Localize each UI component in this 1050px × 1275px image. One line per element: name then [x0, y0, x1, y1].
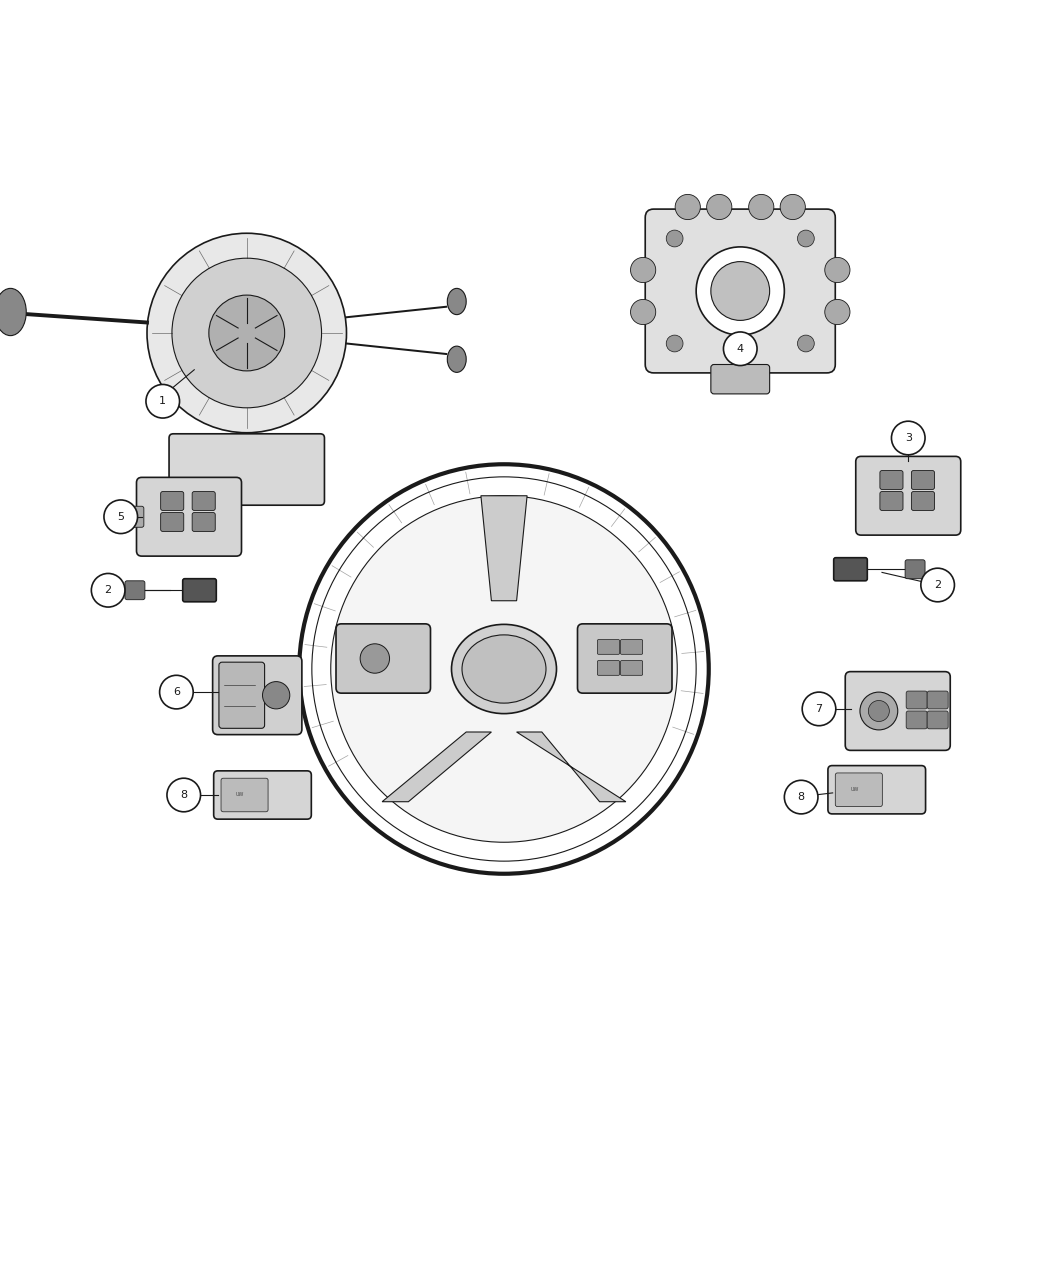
FancyBboxPatch shape — [214, 771, 311, 819]
Circle shape — [262, 682, 290, 709]
FancyBboxPatch shape — [906, 691, 927, 709]
Ellipse shape — [452, 625, 556, 714]
FancyBboxPatch shape — [125, 581, 145, 599]
FancyBboxPatch shape — [856, 456, 961, 536]
Circle shape — [825, 258, 851, 283]
Polygon shape — [517, 732, 626, 802]
Circle shape — [146, 385, 180, 418]
Circle shape — [798, 335, 815, 352]
Circle shape — [868, 700, 889, 722]
Circle shape — [104, 500, 138, 533]
Text: 5: 5 — [118, 511, 124, 521]
Circle shape — [666, 335, 683, 352]
FancyBboxPatch shape — [905, 560, 925, 579]
FancyBboxPatch shape — [827, 765, 926, 813]
FancyBboxPatch shape — [597, 660, 620, 676]
FancyBboxPatch shape — [880, 492, 903, 510]
FancyBboxPatch shape — [621, 640, 643, 654]
FancyBboxPatch shape — [192, 492, 215, 510]
Circle shape — [630, 300, 655, 325]
Circle shape — [360, 644, 390, 673]
Circle shape — [172, 258, 321, 408]
Ellipse shape — [462, 635, 546, 703]
Circle shape — [723, 332, 757, 366]
Circle shape — [209, 295, 285, 371]
Text: UW: UW — [236, 793, 245, 797]
FancyBboxPatch shape — [218, 662, 265, 728]
Circle shape — [331, 496, 677, 843]
Circle shape — [749, 194, 774, 219]
Circle shape — [711, 261, 770, 320]
FancyBboxPatch shape — [911, 470, 934, 490]
FancyBboxPatch shape — [124, 506, 144, 528]
FancyBboxPatch shape — [906, 711, 927, 729]
FancyBboxPatch shape — [212, 655, 302, 734]
FancyBboxPatch shape — [927, 691, 948, 709]
Circle shape — [167, 778, 201, 812]
Text: 3: 3 — [905, 434, 911, 442]
Text: 1: 1 — [160, 397, 166, 407]
FancyBboxPatch shape — [621, 660, 643, 676]
Circle shape — [696, 247, 784, 335]
Circle shape — [891, 421, 925, 455]
Text: 8: 8 — [181, 790, 187, 799]
Circle shape — [666, 230, 683, 247]
FancyBboxPatch shape — [845, 672, 950, 751]
Polygon shape — [382, 732, 491, 802]
Text: 7: 7 — [816, 704, 822, 714]
FancyBboxPatch shape — [169, 434, 324, 505]
FancyBboxPatch shape — [336, 623, 430, 694]
FancyBboxPatch shape — [161, 492, 184, 510]
Text: 6: 6 — [173, 687, 180, 697]
Ellipse shape — [0, 288, 26, 335]
Circle shape — [780, 194, 805, 219]
Circle shape — [630, 258, 655, 283]
Text: 2: 2 — [105, 585, 111, 595]
FancyBboxPatch shape — [183, 579, 216, 602]
FancyBboxPatch shape — [136, 477, 242, 556]
Text: 2: 2 — [934, 580, 941, 590]
Circle shape — [784, 780, 818, 813]
Text: 4: 4 — [737, 344, 743, 353]
Circle shape — [160, 676, 193, 709]
FancyBboxPatch shape — [645, 209, 835, 372]
FancyBboxPatch shape — [834, 557, 867, 581]
Text: UW: UW — [850, 787, 859, 792]
FancyBboxPatch shape — [927, 711, 948, 729]
FancyBboxPatch shape — [161, 513, 184, 532]
FancyBboxPatch shape — [597, 640, 620, 654]
Text: 8: 8 — [798, 792, 804, 802]
FancyBboxPatch shape — [836, 773, 882, 807]
FancyBboxPatch shape — [578, 623, 672, 694]
FancyBboxPatch shape — [880, 470, 903, 490]
Ellipse shape — [447, 288, 466, 315]
Circle shape — [707, 194, 732, 219]
FancyBboxPatch shape — [711, 365, 770, 394]
Circle shape — [802, 692, 836, 725]
FancyBboxPatch shape — [911, 492, 934, 510]
FancyBboxPatch shape — [220, 778, 268, 812]
Circle shape — [860, 692, 898, 729]
Circle shape — [147, 233, 346, 432]
Ellipse shape — [447, 346, 466, 372]
Circle shape — [921, 569, 954, 602]
Circle shape — [675, 194, 700, 219]
Circle shape — [825, 300, 851, 325]
Polygon shape — [481, 496, 527, 601]
FancyBboxPatch shape — [192, 513, 215, 532]
Circle shape — [91, 574, 125, 607]
Circle shape — [798, 230, 815, 247]
